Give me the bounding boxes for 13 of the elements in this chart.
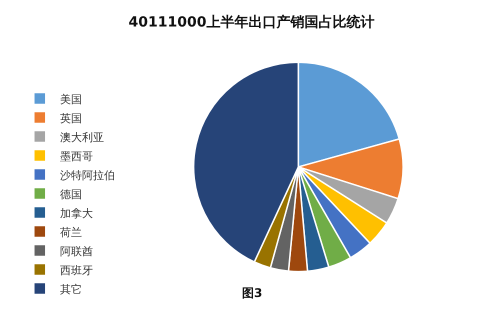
legend-label: 美国 [60, 92, 82, 106]
legend-label: 阿联酋 [60, 244, 93, 258]
legend-label: 其它 [60, 282, 82, 296]
legend-label: 荷兰 [60, 226, 82, 239]
legend-label: 西班牙 [60, 264, 93, 277]
legend-label: 英国 [60, 112, 82, 125]
legend-label: 澳大利亚 [60, 130, 104, 144]
legend-label: 墨西哥 [60, 150, 93, 163]
legend-label: 沙特阿拉伯 [60, 168, 115, 182]
legend-label: 德国 [60, 188, 82, 201]
legend-label: 加拿大 [60, 206, 93, 220]
chart-title: 40111000上半年出口产销国占比统计 [128, 13, 374, 30]
caption: 图3 [242, 286, 262, 300]
